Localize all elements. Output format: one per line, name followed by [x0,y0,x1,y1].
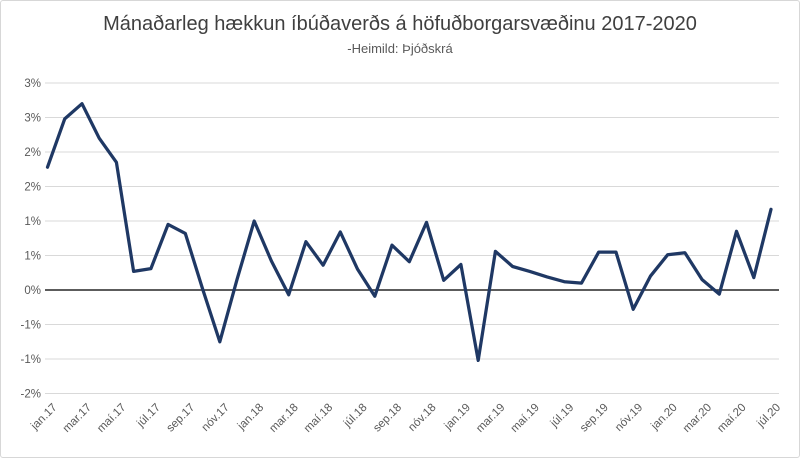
x-tick-label: nóv.17 [200,402,232,434]
y-tick-label: 1% [24,216,41,228]
chart-title: Mánaðarleg hækkun íbúðaverðs á höfuðborg… [103,13,697,35]
x-tick-label: jan.19 [442,402,473,433]
x-tick-label: nóv.19 [613,402,645,434]
x-tick-label: mar.20 [681,402,714,435]
y-tick-label: -1% [21,354,41,366]
chart-subtitle: -Heimild: Þjóðskrá [347,41,453,56]
y-tick-label: 1% [24,251,41,263]
x-tick-label: maí.19 [509,402,542,435]
x-tick-label: mar.17 [61,402,94,435]
x-tick-label: nóv.18 [406,402,438,434]
x-tick-label: jan.17 [28,402,59,433]
x-tick-label: júl.20 [754,402,783,431]
x-tick-label: sep.17 [165,402,198,435]
x-tick-label: jan.18 [235,402,266,433]
y-tick-label: 3% [24,78,41,90]
x-tick-label: jan.20 [648,402,679,433]
x-tick-label: maí.20 [715,402,748,435]
x-tick-label: júl.19 [548,402,577,431]
x-tick-label: júl.18 [341,402,370,431]
y-tick-label: -2% [21,389,41,401]
x-tick-label: mar.18 [267,402,300,435]
x-tick-label: sep.18 [371,402,404,435]
y-tick-label: 2% [24,182,41,194]
y-tick-label: 0% [24,285,41,297]
y-tick-label: -1% [21,320,41,332]
x-tick-label: sep.19 [578,402,611,435]
x-tick-label: maí.17 [95,402,128,435]
x-tick-label: maí.18 [302,402,335,435]
x-tick-label: júl.17 [134,402,163,431]
price-change-line [45,102,773,363]
y-tick-label: 3% [24,113,41,125]
y-tick-label: 2% [24,147,41,159]
x-tick-label: mar.19 [474,402,507,435]
